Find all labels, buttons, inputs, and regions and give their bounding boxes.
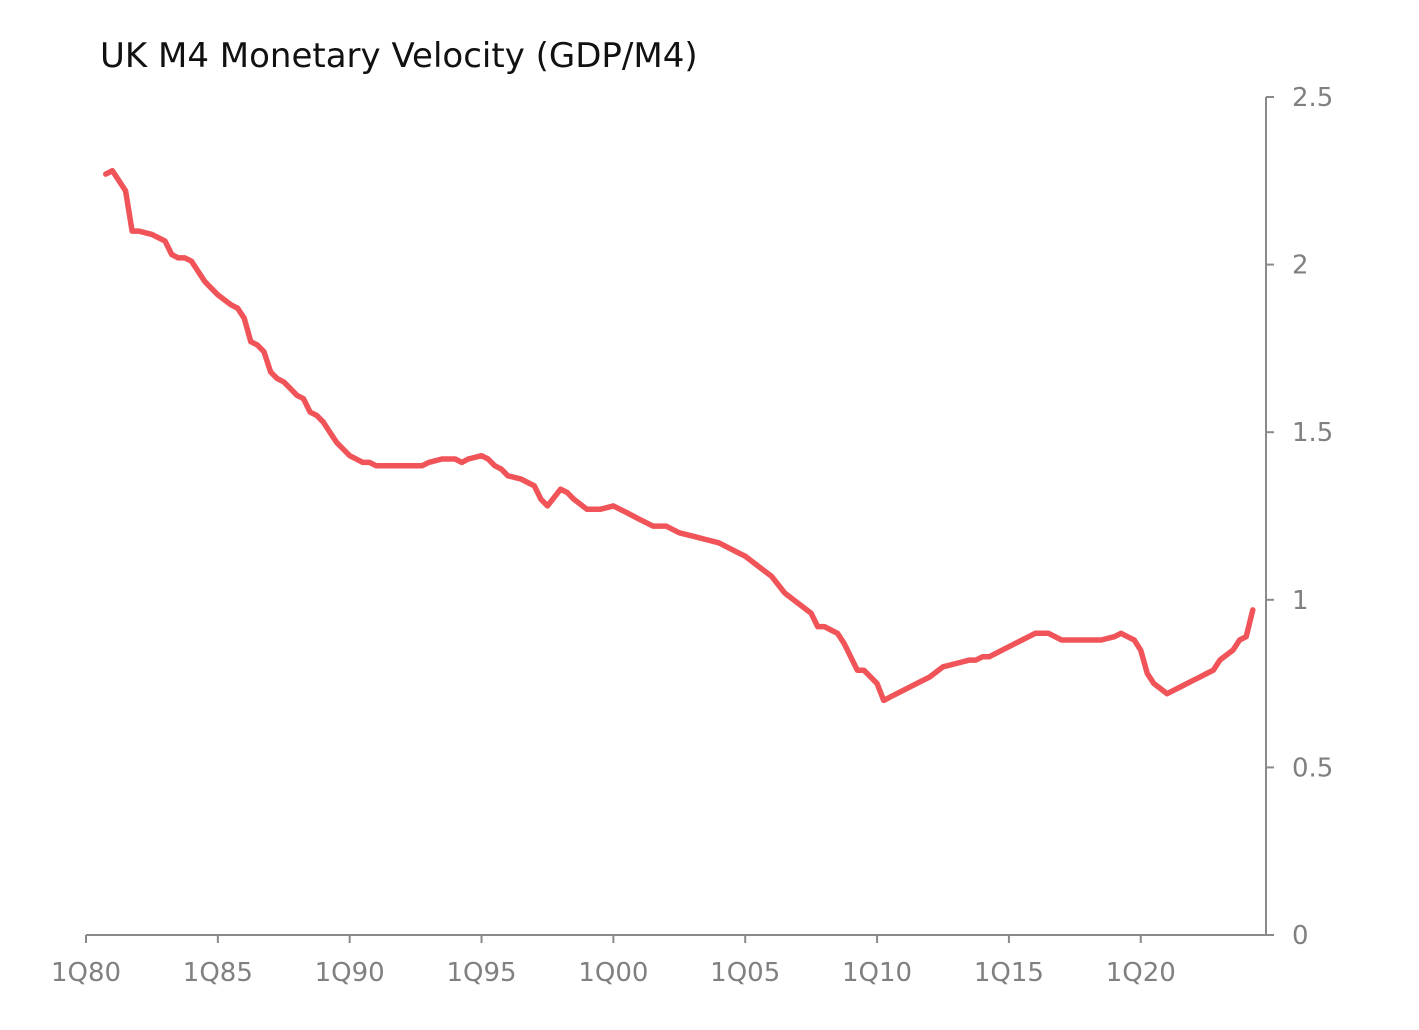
x-tick-label: 1Q05 [710, 958, 780, 988]
x-tick-label: 1Q90 [315, 958, 385, 988]
x-tick-label: 1Q95 [446, 958, 516, 988]
x-tick-label: 1Q80 [51, 958, 121, 988]
y-tick-label: 0 [1292, 921, 1309, 951]
y-tick-label: 2.5 [1292, 83, 1333, 113]
series-line-0 [103, 167, 1256, 704]
y-tick-label: 1 [1292, 586, 1309, 616]
x-tick-label: 1Q00 [578, 958, 648, 988]
x-tick-label: 1Q15 [974, 958, 1044, 988]
y-tick-label: 0.5 [1292, 753, 1333, 783]
x-tick-label: 1Q85 [183, 958, 253, 988]
series-layer [103, 167, 1256, 704]
y-tick-label: 2 [1292, 251, 1309, 281]
tick-labels: 1Q80 1Q85 1Q90 1Q95 1Q00 1Q05 1Q10 1Q15 1Q20 0 0.5… [51, 83, 1333, 988]
x-tick-label: 1Q10 [842, 958, 912, 988]
chart-title: UK M4 Monetary Velocity (GDP/M4) [100, 36, 698, 76]
x-tick-label: 1Q20 [1106, 958, 1176, 988]
axes [85, 96, 1274, 943]
y-tick-label: 1.5 [1292, 418, 1333, 448]
